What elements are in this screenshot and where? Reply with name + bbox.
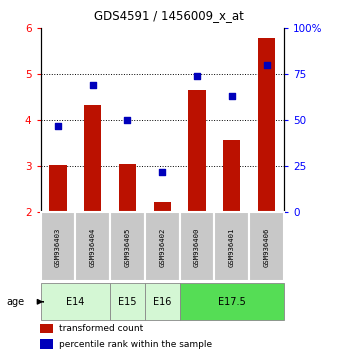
- Bar: [179, 212, 214, 281]
- Point: [229, 93, 235, 99]
- Text: transformed count: transformed count: [59, 324, 143, 333]
- Bar: [40, 324, 53, 333]
- Text: E14: E14: [66, 297, 84, 307]
- Text: GSM936406: GSM936406: [264, 227, 269, 267]
- Bar: [153, 202, 171, 212]
- Bar: [41, 212, 75, 281]
- Bar: [145, 283, 179, 320]
- Bar: [40, 339, 53, 349]
- Point: [264, 62, 269, 68]
- Bar: [84, 105, 101, 212]
- Text: E16: E16: [153, 297, 171, 307]
- Text: GSM936404: GSM936404: [90, 227, 96, 267]
- Point: [55, 123, 61, 129]
- Bar: [49, 165, 67, 212]
- Text: E17.5: E17.5: [218, 297, 246, 307]
- Bar: [75, 212, 110, 281]
- Text: GSM936402: GSM936402: [159, 227, 165, 267]
- Bar: [41, 283, 110, 320]
- Text: GDS4591 / 1456009_x_at: GDS4591 / 1456009_x_at: [94, 9, 244, 22]
- Bar: [214, 212, 249, 281]
- Text: GSM936401: GSM936401: [229, 227, 235, 267]
- Bar: [119, 164, 136, 212]
- Point: [125, 118, 130, 123]
- Point: [90, 82, 95, 88]
- Text: GSM936400: GSM936400: [194, 227, 200, 267]
- Bar: [110, 283, 145, 320]
- Point: [194, 73, 200, 79]
- Text: GSM936403: GSM936403: [55, 227, 61, 267]
- Bar: [145, 212, 179, 281]
- Bar: [249, 212, 284, 281]
- Text: age: age: [7, 297, 25, 307]
- Bar: [223, 140, 240, 212]
- Text: E15: E15: [118, 297, 137, 307]
- Text: GSM936405: GSM936405: [124, 227, 130, 267]
- Point: [160, 169, 165, 175]
- Bar: [179, 283, 284, 320]
- Bar: [188, 91, 206, 212]
- Bar: [110, 212, 145, 281]
- Text: percentile rank within the sample: percentile rank within the sample: [59, 340, 212, 349]
- Bar: [258, 39, 275, 212]
